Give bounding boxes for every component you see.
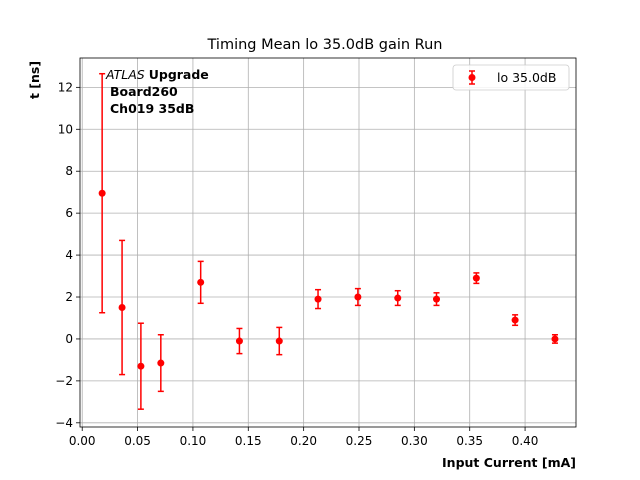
y-tick-label: 8 bbox=[65, 164, 73, 178]
x-tick-label: 0.25 bbox=[346, 434, 373, 448]
y-tick-label: −4 bbox=[55, 416, 73, 430]
y-tick-label: 12 bbox=[58, 80, 73, 94]
y-tick-label: 0 bbox=[65, 332, 73, 346]
data-point bbox=[394, 289, 402, 307]
series-lo-35db bbox=[98, 72, 559, 410]
axis-ticks: 0.00 0.05 0.10 0.15 0.20 0.25 0.30 0.35 0.40 −4 −2… bbox=[55, 80, 538, 448]
point-marker bbox=[551, 335, 559, 343]
data-point bbox=[98, 72, 106, 314]
point-marker bbox=[511, 316, 519, 324]
x-tick-label: 0.40 bbox=[512, 434, 539, 448]
legend-box bbox=[452, 64, 570, 91]
data-point bbox=[511, 314, 519, 327]
data-point bbox=[314, 288, 322, 310]
data-point bbox=[157, 334, 165, 393]
legend-marker bbox=[468, 74, 476, 81]
point-marker bbox=[157, 359, 165, 367]
data-point bbox=[354, 287, 362, 307]
data-point bbox=[197, 260, 205, 305]
point-marker bbox=[394, 294, 402, 302]
annotation-atlas: ATLAS bbox=[105, 67, 145, 82]
x-tick-label: 0.05 bbox=[124, 434, 151, 448]
point-marker bbox=[275, 337, 283, 345]
data-point bbox=[551, 334, 559, 344]
data-point bbox=[275, 326, 283, 356]
point-marker bbox=[137, 362, 145, 370]
y-tick-label: 2 bbox=[65, 290, 73, 304]
x-tick-label: 0.15 bbox=[235, 434, 262, 448]
data-point bbox=[118, 239, 126, 376]
point-marker bbox=[433, 295, 440, 303]
annotation-line-1: ATLAS Upgrade bbox=[105, 67, 209, 82]
y-tick-label: −2 bbox=[55, 374, 73, 388]
point-marker bbox=[118, 303, 126, 311]
data-point bbox=[137, 322, 145, 410]
x-tick-label: 0.30 bbox=[401, 434, 428, 448]
y-tick-label: 10 bbox=[58, 122, 73, 136]
point-marker bbox=[472, 274, 480, 282]
x-axis-label: Input Current [mA] bbox=[442, 455, 576, 470]
point-marker bbox=[98, 189, 106, 197]
data-point bbox=[472, 272, 480, 285]
legend: lo 35.0dB bbox=[452, 64, 570, 91]
y-axis-label: t [ns] bbox=[27, 61, 42, 99]
point-marker bbox=[235, 337, 243, 345]
y-tick-label: 4 bbox=[65, 248, 73, 262]
annotation-upgrade: Upgrade bbox=[149, 67, 209, 82]
x-tick-label: 0.20 bbox=[290, 434, 317, 448]
x-tick-label: 0.10 bbox=[180, 434, 207, 448]
data-point bbox=[235, 327, 243, 355]
legend-label: lo 35.0dB bbox=[497, 70, 556, 85]
annotation-line-2: Board260 bbox=[110, 84, 178, 99]
point-marker bbox=[197, 278, 205, 286]
x-tick-label: 0.35 bbox=[456, 434, 483, 448]
grid-lines bbox=[80, 58, 576, 427]
chart-title: Timing Mean lo 35.0dB gain Run bbox=[207, 37, 443, 53]
point-marker bbox=[354, 293, 362, 301]
annotation-line-3: Ch019 35dB bbox=[110, 101, 194, 116]
point-marker bbox=[314, 295, 322, 303]
x-tick-label: 0.00 bbox=[69, 434, 96, 448]
y-tick-label: 6 bbox=[65, 206, 73, 220]
data-point bbox=[433, 292, 440, 307]
plot-frame bbox=[79, 57, 577, 428]
atlas-annotation: ATLAS Upgrade Board260 Ch019 35dB bbox=[105, 67, 209, 116]
